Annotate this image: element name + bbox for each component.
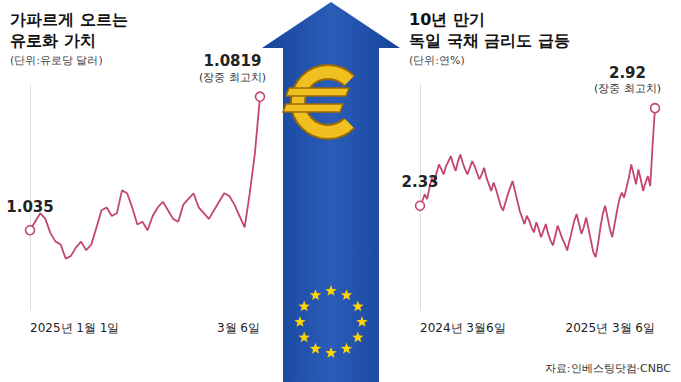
svg-text:가파르게 오르는: 가파르게 오르는 — [10, 10, 128, 29]
svg-text:10년 만기: 10년 만기 — [409, 10, 485, 29]
svg-text:2024년 3월6일: 2024년 3월6일 — [420, 321, 506, 335]
svg-text:유로화 가치: 유로화 가치 — [10, 31, 96, 50]
svg-text:(단위:유로당 달러): (단위:유로당 달러) — [10, 54, 103, 67]
svg-text:자료:인베스팅닷컴·CNBC: 자료:인베스팅닷컴·CNBC — [545, 362, 671, 375]
svg-text:독일 국채 금리도 급등: 독일 국채 금리도 급등 — [409, 31, 570, 50]
svg-text:1.035: 1.035 — [6, 198, 53, 216]
svg-text:2025년 1월 1일: 2025년 1월 1일 — [30, 321, 119, 335]
svg-text:(장중 최고치): (장중 최고치) — [199, 71, 266, 84]
svg-text:2.92: 2.92 — [609, 64, 646, 82]
svg-text:(장중 최고치): (장중 최고치) — [594, 82, 661, 95]
svg-text:2.33: 2.33 — [401, 173, 438, 191]
svg-text:2025년 3월 6일: 2025년 3월 6일 — [566, 321, 655, 335]
svg-text:1.0819: 1.0819 — [204, 52, 262, 70]
svg-text:(단위:연%): (단위:연%) — [409, 54, 465, 67]
svg-text:3월 6일: 3월 6일 — [217, 321, 260, 335]
